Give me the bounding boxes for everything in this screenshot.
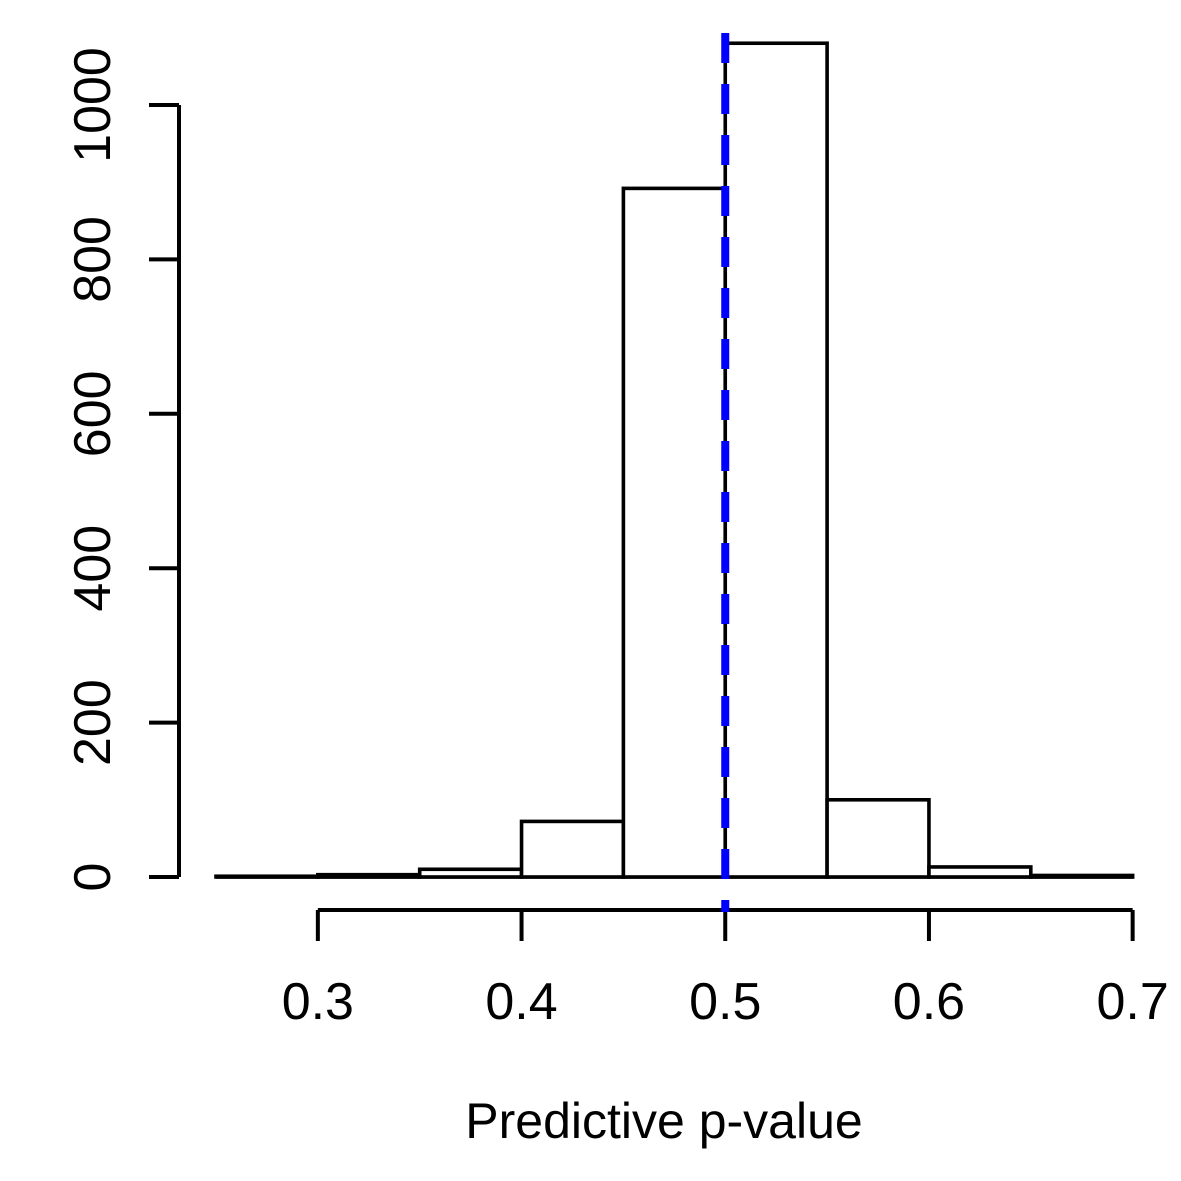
x-tick-label: 0.6	[893, 973, 965, 1031]
y-tick-label: 200	[64, 679, 122, 766]
x-tick-label: 0.5	[689, 973, 761, 1031]
histogram-bar	[316, 872, 422, 879]
histogram-bar	[214, 874, 320, 879]
y-tick-label: 0	[64, 863, 122, 892]
bars-layer	[214, 41, 1135, 879]
x-tick-label: 0.7	[1097, 973, 1169, 1031]
histogram-bar	[519, 819, 626, 879]
y-tick-label: 600	[64, 370, 122, 457]
y-tick-label: 800	[64, 216, 122, 303]
histogram-bar	[417, 867, 524, 879]
histogram-bar	[723, 41, 829, 879]
x-tick-label: 0.3	[282, 973, 354, 1031]
histogram-bar	[825, 797, 931, 879]
y-tick-label: 400	[64, 525, 122, 612]
y-tick-label: 1000	[64, 47, 122, 163]
x-tick-label: 0.4	[485, 973, 557, 1031]
x-axis-title: Predictive p-value	[465, 1093, 862, 1149]
axes-layer: 0 200 400 600 800 1000 0.3 0.4 0.5 0.6 0.7	[64, 47, 1169, 1031]
histogram-bar	[621, 186, 728, 879]
histogram-bar	[927, 865, 1033, 879]
histogram-bar	[1029, 873, 1135, 879]
